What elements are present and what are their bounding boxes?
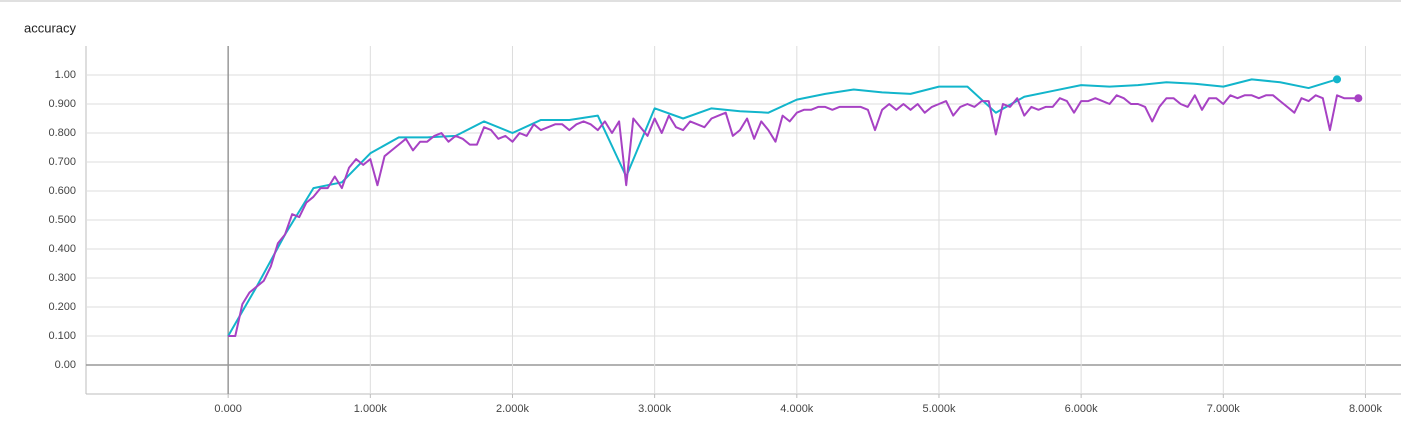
x-tick-label: 2.000k — [496, 403, 530, 415]
y-tick-label: 0.00 — [55, 359, 76, 371]
last-point — [1333, 75, 1342, 84]
y-tick-label: 0.300 — [48, 272, 76, 284]
x-tick-label: 8.000k — [1349, 403, 1383, 415]
y-tick-label: 0.400 — [48, 243, 76, 255]
series-line — [228, 94, 1359, 337]
y-tick-label: 0.500 — [48, 214, 76, 226]
x-tick-label: 4.000k — [780, 403, 814, 415]
x-tick-label: 6.000k — [1065, 403, 1099, 415]
x-tick-label: 1.000k — [354, 403, 388, 415]
x-tick-label: 7.000k — [1207, 403, 1241, 415]
x-tick-label: 0.000 — [214, 403, 242, 415]
y-tick-label: 0.900 — [48, 98, 76, 110]
y-tick-label: 0.700 — [48, 156, 76, 168]
x-tick-label: 3.000k — [638, 403, 672, 415]
last-point — [1354, 94, 1363, 103]
y-tick-label: 0.100 — [48, 330, 76, 342]
y-tick-label: 1.00 — [55, 69, 76, 81]
y-tick-label: 0.800 — [48, 127, 76, 139]
series-line — [227, 78, 1338, 337]
y-tick-label: 0.600 — [48, 185, 76, 197]
x-tick-label: 5.000k — [922, 403, 956, 415]
chart-title: accuracy — [24, 20, 77, 35]
y-tick-label: 0.200 — [48, 301, 76, 313]
